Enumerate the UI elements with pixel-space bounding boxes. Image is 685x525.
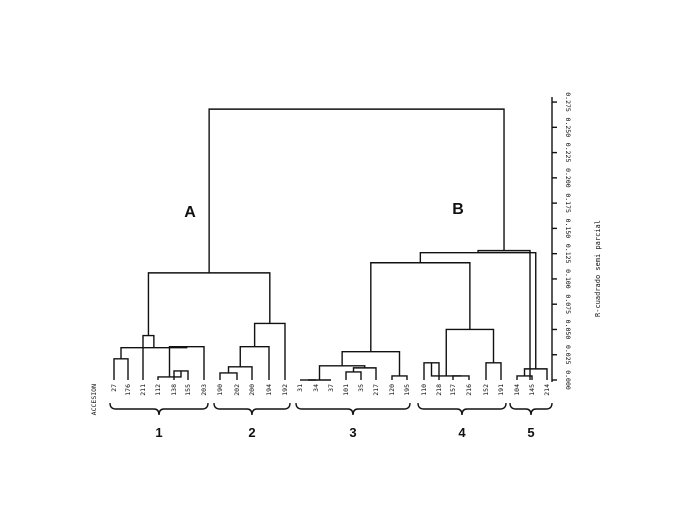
group-bracket [509,402,553,416]
dendrogram-link [345,371,362,380]
leaf-label: 34 [312,384,320,392]
leaf-label: 145 [528,384,536,396]
dendrogram-link [142,334,155,380]
leaf-label: 101 [342,384,350,396]
dendrogram-link [147,272,271,336]
leaf-labels: 27 176 211 112 138 155 203 190 202 200 194 192 31 34 3… [90,384,551,415]
dendrogram-link [113,358,129,380]
axis-tick-label: 0.275 [564,92,572,112]
leaf-label: 155 [184,384,192,396]
leaf-label: 194 [265,384,273,396]
axis-tick-label: 0.075 [564,294,572,314]
leaf-label: 202 [233,384,241,396]
group-bracket [295,402,411,416]
axis-tick-label: 0.050 [564,320,572,340]
dendrogram-link [352,367,377,380]
leaf-label: 112 [154,384,162,396]
group-brackets: 1 2 3 4 5 [109,402,553,440]
axis-tick-label: 0.025 [564,345,572,365]
dendrogram-link [485,362,502,380]
leaf-label: 200 [248,384,256,396]
group-label: 4 [458,425,466,440]
dendrogram-link [227,366,253,380]
dendrogram-link [239,345,270,380]
dendrogram-link [430,362,461,377]
group-label: 3 [349,425,356,440]
leaf-label: 216 [465,384,473,396]
group-bracket [109,402,209,416]
leaf-label: 214 [543,384,551,396]
axis-tick-label: 0.175 [564,193,572,213]
cluster-label: B [452,201,464,218]
group-bracket [213,402,291,416]
leaf-label: 176 [124,384,132,396]
dendrogram-link [477,249,531,380]
dendrogram-link [523,368,548,380]
leaf-label: 104 [513,384,521,396]
leaf-label: 110 [420,384,428,396]
axis-tick-label: 0.125 [564,244,572,264]
leaf-label: 31 [296,384,304,392]
leaf-label: 211 [139,384,147,396]
axis-tick-label: 0.200 [564,168,572,188]
dendrogram-link [208,108,505,273]
axis-tick-label: 0.225 [564,143,572,163]
axis-tick-label: 0.100 [564,269,572,289]
leaf-label: 190 [216,384,224,396]
leaf-label: 27 [110,384,118,392]
dendrogram-link [120,346,188,359]
group-bracket [417,402,507,416]
dendrogram-link [419,251,537,369]
leaf-header-label: ACCESION [90,384,98,415]
dendrogram-link [168,345,205,380]
leaf-label: 157 [449,384,457,396]
group-label: 2 [248,425,255,440]
r-squared-axis: 0.000 0.025 0.050 0.075 0.100 0.125 0.150 0.175… [551,92,602,390]
leaf-label: 152 [482,384,490,396]
cluster-label: A [184,204,196,221]
leaf-label: 37 [327,384,335,392]
group-label: 1 [155,425,162,440]
dendrogram-link [370,262,471,352]
axis-tick-label: 0.000 [564,370,572,390]
leaf-label: 191 [497,384,505,396]
axis-tick-label: 0.150 [564,219,572,239]
leaf-label: 192 [281,384,289,396]
leaf-label: 138 [170,384,178,396]
axis-tick-label: 0.250 [564,118,572,138]
leaf-label: 120 [388,384,396,396]
leaf-label: 203 [200,384,208,396]
dendrogram-link [253,322,286,380]
leaf-label: 217 [372,384,380,396]
leaf-label: 35 [357,384,365,392]
dendrogram-link [219,372,238,380]
axis-title: R-cuadrado semi parcial [594,220,602,317]
dendrogram-links [113,108,548,381]
leaf-label: 218 [435,384,443,396]
group-label: 5 [527,425,534,440]
dendrogram-link [391,375,408,380]
dendrogram-link [157,370,182,380]
leaf-label: 195 [403,384,411,396]
